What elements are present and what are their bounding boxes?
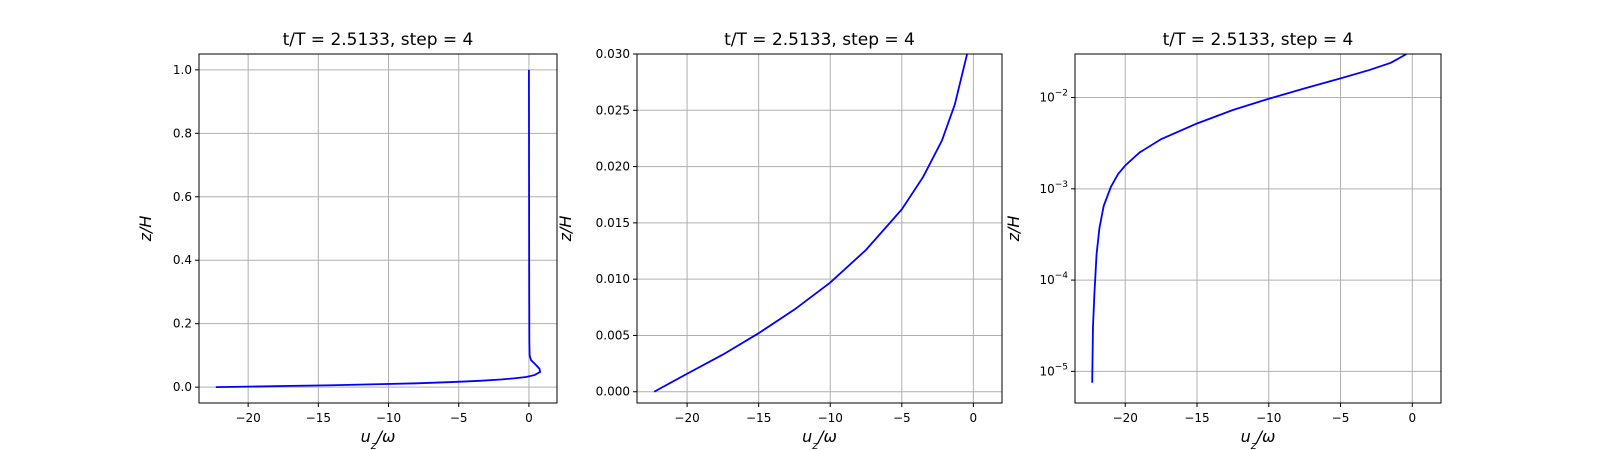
x-axis-label: uz/ω [1241,427,1276,450]
y-tick-label: 0.030 [596,47,630,61]
chart-title: t/T = 2.5133, step = 4 [724,30,915,50]
x-tick-label: 0 [525,411,533,425]
x-tick-label: −5 [893,411,911,425]
x-tick-label: −20 [1113,411,1138,425]
subplot-2: −20 −15 −10 −5 0 0.000 0.005 0.010 0.015 0.020 0.0… [556,30,1003,450]
plot-frame [1074,53,1442,404]
y-axis-label: z/H [136,216,155,243]
subplot-3: −20 −15 −10 −5 0 10−5 10−4 10−3 10−2 t/T = 2.5133… [1004,30,1442,450]
x-axis-label: uz/ω [361,427,396,450]
x-axis-label: uz/ω [802,427,837,450]
x-tick-label: −10 [818,411,843,425]
chart-title: t/T = 2.5133, step = 4 [283,30,474,50]
x-tick-label: −15 [1184,411,1209,425]
grid-lines [637,53,1002,403]
x-tick-label: −10 [1256,411,1281,425]
y-axis-label: z/H [556,216,575,243]
y-tick-label: 10−3 [1039,180,1068,196]
y-tick-label: 0.025 [596,103,630,117]
subplot-1: −20 −15 −10 −5 0 0.0 0.2 0.4 0.6 0.8 1.0 t/T = 2.51… [136,30,558,450]
y-tick-label: 0.2 [173,317,192,331]
x-tick-label: −5 [1332,411,1350,425]
x-tick-label: 0 [970,411,978,425]
series-line [215,69,542,389]
y-tick-label: 10−5 [1039,362,1068,378]
y-tick-label: 0.0 [173,380,192,394]
y-tick-label: 1.0 [173,63,192,77]
y-tick-label: 0.010 [596,272,630,286]
x-tick-label: −15 [746,411,771,425]
x-tick-label: −20 [235,411,260,425]
x-tick-label: 0 [1408,411,1416,425]
y-tick-label: 0.6 [173,190,192,204]
y-tick-label: 10−2 [1039,89,1068,105]
grid-lines [1075,54,1441,403]
y-tick-label: 0.8 [173,126,192,140]
x-tick-label: −5 [450,411,468,425]
y-tick-label: 0.000 [596,385,630,399]
y-tick-label: 0.015 [596,216,630,230]
series-line [1091,54,1407,383]
y-axis-label: z/H [1004,216,1023,243]
x-tick-label: −15 [306,411,331,425]
y-tick-label: 0.020 [596,160,630,174]
x-tick-label: −10 [376,411,401,425]
x-tick-label: −20 [674,411,699,425]
y-tick-label: 0.4 [173,253,192,267]
series-line [653,54,969,393]
plot-frame [198,53,558,404]
grid-lines [199,54,557,403]
y-tick-label: 0.005 [596,328,630,342]
chart-title: t/T = 2.5133, step = 4 [1163,30,1354,50]
plot-frame [636,53,1003,404]
y-tick-label: 10−4 [1039,271,1068,287]
